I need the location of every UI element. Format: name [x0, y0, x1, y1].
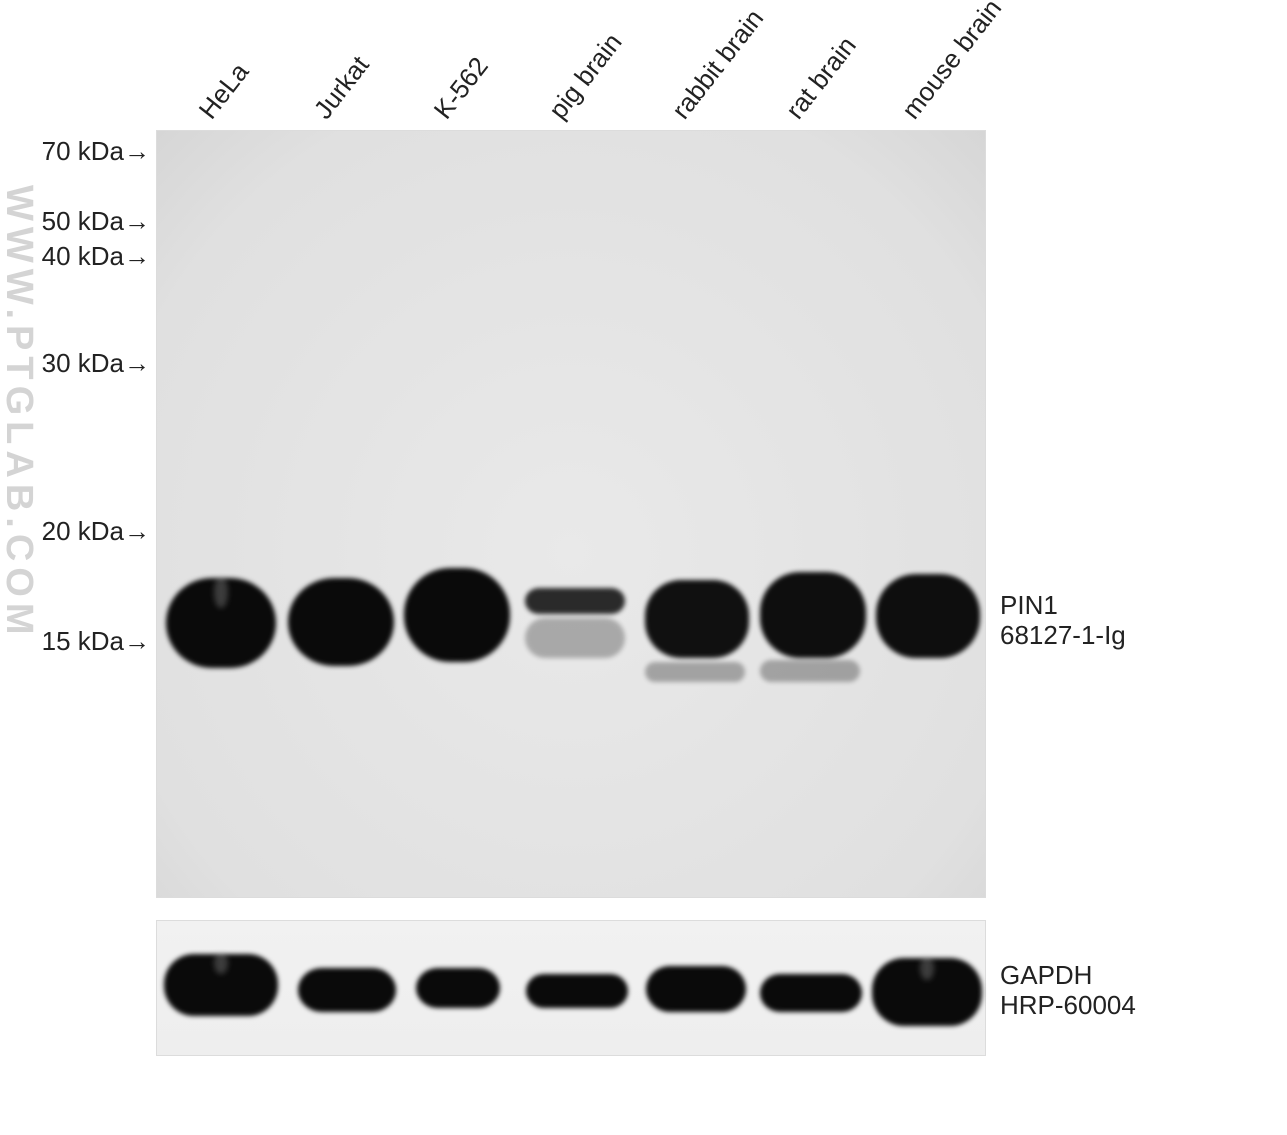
target-band: [525, 618, 625, 658]
mw-marker-label: 30 kDa→: [0, 348, 150, 379]
loading-protein-name: GAPDH: [1000, 960, 1092, 991]
lane-label: HeLa: [193, 57, 256, 125]
mw-marker-label: 15 kDa→: [0, 626, 150, 657]
figure-canvas: { "canvas": { "width": 1287, "height": 1…: [0, 0, 1287, 1135]
lane-label: pig brain: [543, 27, 629, 125]
lane-label: rat brain: [780, 31, 863, 125]
target-band: [166, 578, 276, 668]
loading-band: [416, 968, 500, 1008]
target-band: [760, 660, 860, 682]
loading-band: [872, 958, 982, 1026]
lane-label: rabbit brain: [666, 3, 771, 125]
target-band: [645, 662, 745, 682]
target-band: [288, 578, 394, 666]
target-band: [876, 574, 980, 658]
lane-label: Jurkat: [308, 50, 376, 125]
mw-marker-label: 70 kDa→: [0, 136, 150, 167]
lane-label: mouse brain: [896, 0, 1009, 125]
mw-marker-label: 50 kDa→: [0, 206, 150, 237]
main-blot-panel: [156, 130, 986, 898]
loading-band: [646, 966, 746, 1012]
loading-antibody-catalog: HRP-60004: [1000, 990, 1136, 1021]
target-band: [404, 568, 510, 662]
lane-label: K-562: [428, 51, 495, 125]
target-antibody-catalog: 68127-1-Ig: [1000, 620, 1126, 651]
target-band: [760, 572, 866, 658]
target-band: [525, 588, 625, 614]
loading-band: [164, 954, 278, 1016]
loading-band: [526, 974, 628, 1008]
mw-marker-label: 40 kDa→: [0, 241, 150, 272]
mw-marker-label: 20 kDa→: [0, 516, 150, 547]
loading-band: [298, 968, 396, 1012]
target-protein-name: PIN1: [1000, 590, 1058, 621]
loading-band: [760, 974, 862, 1012]
target-band: [645, 580, 749, 658]
